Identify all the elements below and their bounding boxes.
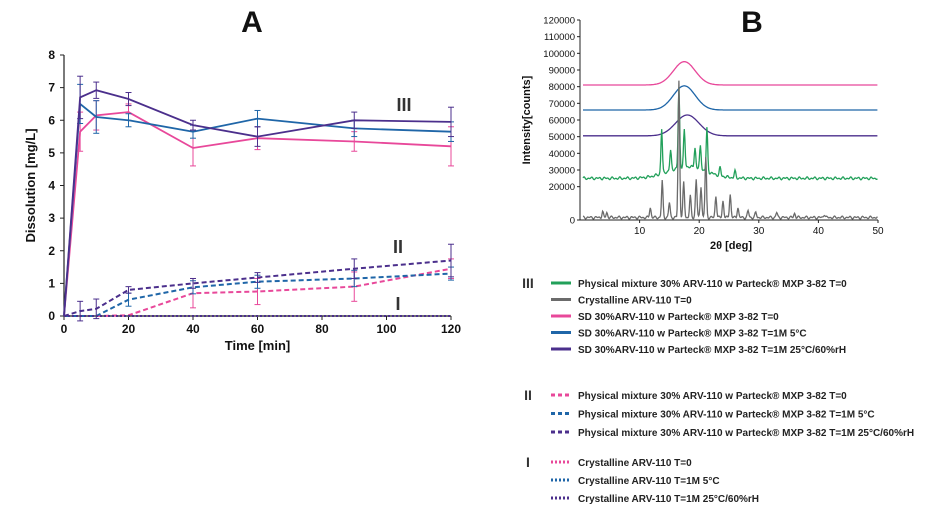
y-tick-label: 20000	[549, 182, 575, 193]
xrd-chart: 0 20000 30000 40000 50000 60000 70000 80000 9000…	[521, 16, 884, 253]
series-line	[63, 259, 452, 317]
group-label-ii: II	[393, 237, 403, 257]
y-tick-label: 60000	[549, 116, 575, 127]
y-tick-label: 50000	[549, 132, 575, 143]
legend-item-label: SD 30%ARV-110 w Parteck® MXP 3-82 T=1M 5…	[578, 329, 807, 340]
series-0	[63, 100, 454, 317]
y-tick-label: 90000	[549, 66, 575, 77]
legend-group-label: I	[526, 454, 530, 470]
x-tick-label: 50	[872, 226, 884, 237]
y-tick-label: 70000	[549, 99, 575, 110]
legend-item-label: Physical mixture 30% ARV-110 w Parteck® …	[578, 391, 847, 402]
y-tick-label: 6	[48, 113, 55, 127]
series-line	[64, 272, 452, 317]
x-tick-label: 80	[315, 322, 329, 336]
legend-item-label: Crystalline ARV-110 T=0	[578, 458, 692, 469]
x-tick-label: 40	[186, 322, 200, 336]
y-tick-label: 7	[48, 81, 55, 95]
group-label-i: I	[395, 294, 400, 314]
xrd-trace-4	[582, 80, 878, 220]
legend: III Physical mixture 30% ARV-110 w Partec…	[522, 275, 914, 505]
y-tick-label: 30000	[549, 166, 575, 177]
xrd-trace-0	[583, 61, 878, 86]
x-tick-label: 30	[753, 226, 765, 237]
series-line	[63, 111, 452, 317]
legend-group-label: III	[522, 275, 534, 291]
x-axis-title: 2θ [deg]	[710, 240, 752, 252]
series-line	[63, 102, 452, 317]
y-tick-label: 110000	[544, 32, 575, 43]
y-axis-title: Dissolution [mg/L]	[23, 128, 38, 242]
x-tick-label: 20	[122, 322, 136, 336]
legend-item-label: Physical mixture 30% ARV-110 w Parteck® …	[578, 410, 875, 421]
y-tick-label: 4	[48, 179, 55, 193]
legend-item-label: Physical mixture 30% ARV-110 w Parteck® …	[578, 279, 847, 290]
x-tick-label: 10	[634, 226, 646, 237]
panel-label-a: A	[241, 6, 263, 39]
legend-group-label: II	[524, 387, 532, 403]
panel-label-b: B	[741, 6, 763, 39]
legend-item-label: Crystalline ARV-110 T=1M 5°C	[578, 476, 720, 487]
x-tick-label: 100	[376, 322, 396, 336]
y-tick-label: 0	[570, 216, 575, 227]
y-tick-label: 120000	[543, 16, 575, 27]
y-tick-label: 80000	[549, 82, 575, 93]
xrd-trace-3	[582, 87, 878, 181]
x-tick-label: 20	[694, 226, 706, 237]
y-tick-label: 3	[48, 211, 55, 225]
y-tick-label: 100000	[543, 49, 575, 60]
y-tick-label: 40000	[549, 149, 575, 160]
legend-item-label: Crystalline ARV-110 T=1M 25°C/60%rH	[578, 494, 759, 505]
group-label-iii: III	[396, 95, 411, 115]
legend-item-label: SD 30%ARV-110 w Parteck® MXP 3-82 T=1M 2…	[578, 345, 846, 356]
xrd-trace-1	[583, 85, 878, 111]
x-axis-title: Time [min]	[225, 338, 291, 353]
y-tick-label: 1	[48, 276, 55, 290]
x-tick-label: 120	[441, 322, 461, 336]
y-tick-label: 8	[48, 48, 55, 62]
x-tick-label: 0	[61, 322, 68, 336]
y-tick-label: 5	[48, 146, 55, 160]
y-tick-label: 2	[48, 244, 55, 258]
legend-item-label: Crystalline ARV-110 T=0	[578, 296, 692, 307]
x-tick-label: 40	[813, 226, 825, 237]
y-axis-title: Intensity[counts]	[521, 75, 533, 164]
x-tick-label: 60	[251, 322, 265, 336]
legend-item-label: SD 30%ARV-110 w Parteck® MXP 3-82 T=0	[578, 312, 779, 323]
series-line	[63, 89, 452, 317]
series-5	[63, 243, 454, 322]
series-2	[63, 75, 454, 317]
xrd-trace-2	[583, 114, 878, 137]
y-tick-label: 0	[48, 309, 55, 323]
legend-item-label: Physical mixture 30% ARV-110 w Parteck® …	[578, 428, 914, 439]
